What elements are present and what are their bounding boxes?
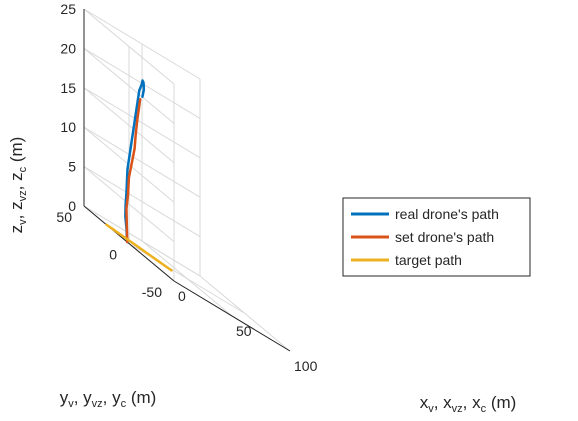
grid-line-sidewall-z — [83, 126, 201, 198]
series-line-2 — [105, 223, 173, 272]
axis-label-separator: (m) — [7, 137, 26, 167]
grid-line-backwall-z — [83, 87, 175, 164]
grid-line-floor-y — [83, 205, 201, 277]
grid-line-backwall-z — [83, 48, 175, 124]
axis-label-subscript: c — [481, 403, 487, 415]
axis-label-subscript: vz — [17, 190, 29, 201]
z-tick-label: 5 — [68, 159, 76, 175]
legend-entry-0[interactable]: real drone's path — [395, 206, 499, 222]
axis-label-base: x — [420, 393, 429, 412]
axis-label-base: z — [7, 201, 26, 210]
y-tick-label: 0 — [109, 247, 117, 263]
axis-label-base: y — [60, 388, 69, 407]
axis-label-separator: , — [7, 181, 26, 190]
axis-label-separator: , — [7, 210, 26, 219]
z-axis-label: zv, zvz, zc (m) — [7, 137, 29, 234]
legend-box — [342, 197, 531, 277]
grid-line-backwall-z — [83, 166, 175, 242]
z-tick-label: 20 — [60, 40, 76, 56]
legend-entry-1[interactable]: set drone's path — [395, 229, 494, 245]
legend-entry-2[interactable]: target path — [395, 252, 462, 268]
y-tick-label: -50 — [142, 284, 162, 300]
axis-label-base: x — [443, 393, 452, 412]
axis-label-subscript: v — [428, 403, 434, 415]
z-tick-label: 0 — [68, 198, 76, 214]
grid-line-sidewall-z — [83, 8, 201, 80]
axis-label-base: x — [472, 393, 481, 412]
x-tick-label: 50 — [236, 323, 252, 339]
chart-floor-grid — [83, 9, 291, 352]
axis-label-separator: , — [103, 388, 112, 407]
axis-label-separator: , — [74, 388, 83, 407]
axis-label-base: z — [7, 172, 26, 181]
axis-label-subscript: v — [68, 398, 74, 410]
y-axis-line — [83, 205, 175, 282]
axis-label-base: y — [83, 388, 92, 407]
axis-label-separator: (m) — [486, 393, 516, 412]
y-tick-label: 50 — [56, 209, 72, 225]
x-tick-label: 100 — [294, 358, 318, 374]
axis-label-separator: , — [434, 393, 443, 412]
grid-line-sidewall-z — [83, 87, 201, 159]
grid-line-sidewall-z — [83, 166, 201, 238]
axis-label-base: y — [112, 388, 121, 407]
chart-legend[interactable]: real drone's path set drone's path target … — [342, 197, 531, 277]
axis-label-subscript: c — [121, 398, 127, 410]
x-tick-label: 0 — [178, 288, 186, 304]
chart-series — [105, 79, 173, 272]
axis-label-subscript: vz — [92, 398, 103, 410]
x-axis-line — [173, 280, 291, 352]
axis-label-separator: , — [463, 393, 472, 412]
z-tick-label: 15 — [60, 80, 76, 96]
axis-label-subscript: vz — [452, 403, 463, 415]
axis-label-separator: (m) — [126, 388, 156, 407]
chart-axis-labels: xv, xvz, xc (m)yv, yvz, yc (m)zv, zvz, z… — [7, 137, 516, 415]
z-tick-label: 25 — [60, 1, 76, 17]
y-axis-label: yv, yvz, yc (m) — [60, 388, 157, 410]
axis-label-subscript: v — [17, 219, 29, 225]
grid-line-backwall-z — [83, 8, 175, 85]
axis-label-subscript: c — [17, 166, 29, 172]
z-tick-label: 10 — [60, 119, 76, 135]
chart-grid — [83, 8, 201, 282]
x-axis-label: xv, xvz, xc (m) — [420, 393, 517, 415]
axis-label-base: z — [7, 225, 26, 234]
series-line-1 — [125, 98, 142, 244]
